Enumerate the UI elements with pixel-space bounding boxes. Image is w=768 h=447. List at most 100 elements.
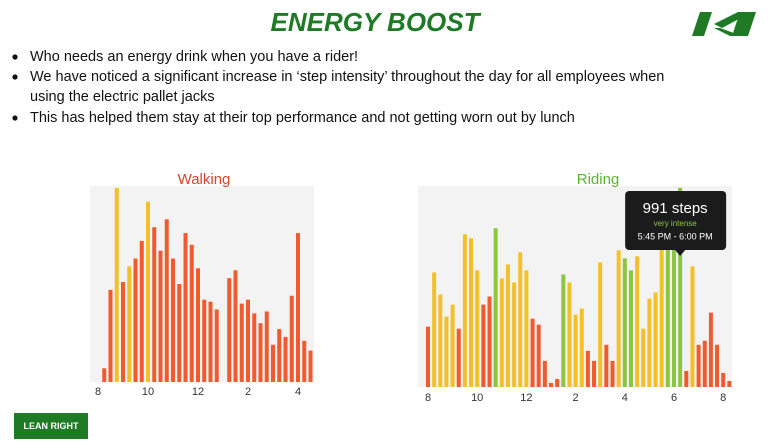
bar: [573, 314, 578, 387]
bar: [296, 233, 300, 382]
bar: [604, 344, 609, 387]
bar: [171, 258, 175, 382]
bar: [727, 380, 732, 387]
bar: [555, 378, 560, 387]
bar: [598, 262, 603, 387]
logo: [692, 12, 756, 36]
x-tick-label: 2: [245, 386, 251, 398]
bar: [530, 318, 535, 387]
x-tick-label: 12: [520, 392, 532, 404]
bullet: Who needs an energy drink when you have …: [30, 49, 358, 65]
tooltip-time: 5:45 PM - 6:00 PM: [638, 231, 713, 241]
bar: [524, 270, 529, 387]
bar: [475, 270, 480, 387]
x-tick-label: 8: [720, 392, 726, 404]
bar: [721, 372, 726, 387]
bar: [246, 299, 250, 382]
bullet: This has helped them stay at their top p…: [30, 110, 575, 126]
bar: [715, 344, 720, 387]
bar: [585, 350, 590, 387]
bullet: using the electric pallet jacks: [30, 89, 215, 105]
tooltip: 991 steps very intense 5:45 PM - 6:00 PM: [625, 191, 727, 256]
bar: [628, 270, 633, 387]
bar: [481, 304, 486, 387]
bar: [696, 344, 701, 387]
bar: [432, 272, 437, 387]
bullet: We have noticed a significant increase i…: [30, 69, 664, 85]
bar: [271, 344, 275, 382]
bar: [438, 294, 443, 387]
bar: [665, 212, 670, 387]
bar: [505, 264, 510, 387]
footer-logo-box: [14, 413, 88, 439]
bar: [183, 233, 188, 382]
bar: [239, 303, 244, 382]
bar: [536, 324, 541, 387]
bar: [610, 360, 615, 387]
bullets: Who needs an energy drink when you have …: [12, 49, 664, 126]
bar: [283, 336, 288, 382]
bar: [487, 296, 492, 387]
bar: [252, 313, 257, 382]
bar: [518, 252, 523, 387]
bar: [308, 350, 313, 382]
bar: [653, 292, 658, 387]
x-tick-label: 4: [295, 386, 301, 398]
bar: [146, 201, 150, 382]
bar: [456, 328, 461, 387]
bar: [114, 187, 119, 382]
x-tick-label: 8: [425, 392, 431, 404]
tooltip-value: 991 steps: [643, 200, 708, 217]
bar: [208, 301, 213, 382]
footer-logo-text: LEAN RIGHT: [24, 421, 80, 431]
tooltip-pointer: [675, 250, 686, 256]
bar: [592, 360, 597, 387]
bar: [426, 326, 430, 387]
x-tick-label: 8: [95, 386, 101, 398]
bar: [139, 240, 144, 382]
bar: [635, 256, 640, 387]
bar: [567, 282, 572, 387]
bar: [616, 250, 621, 387]
bar: [579, 308, 584, 387]
x-tick-label: 12: [192, 386, 204, 398]
bar: [702, 340, 707, 387]
bar: [289, 295, 294, 382]
tooltip-intensity: very intense: [654, 219, 698, 228]
bullet-dot: [12, 115, 18, 121]
x-tick-label: 2: [573, 392, 579, 404]
bar: [622, 258, 627, 387]
bar: [561, 274, 566, 387]
bar: [121, 282, 125, 382]
x-tick-label: 10: [471, 392, 483, 404]
chart-title: Walking: [178, 171, 231, 188]
bar: [512, 282, 517, 387]
bar: [444, 316, 449, 387]
bar: [214, 309, 219, 382]
footer-logo: LEAN RIGHT: [14, 413, 88, 439]
bar: [641, 328, 646, 387]
x-tick-label: 6: [671, 392, 677, 404]
bar: [469, 238, 474, 387]
bullet-dot: [12, 74, 18, 80]
bar: [152, 227, 157, 382]
bar: [164, 219, 169, 382]
x-tick-label: 4: [622, 392, 628, 404]
bar: [127, 266, 132, 382]
bar: [189, 244, 194, 382]
bar: [450, 304, 455, 387]
bar: [647, 298, 652, 387]
bar: [264, 311, 269, 382]
x-tick-label: 10: [142, 386, 154, 398]
bar: [177, 284, 182, 382]
bar: [227, 278, 232, 382]
bullet-dot: [12, 54, 18, 60]
bar: [233, 270, 238, 382]
bar: [690, 266, 695, 387]
bar: [196, 268, 200, 382]
bar: [202, 299, 207, 382]
bar: [158, 250, 163, 382]
tooltip-box: [625, 191, 727, 250]
bar: [493, 228, 498, 387]
